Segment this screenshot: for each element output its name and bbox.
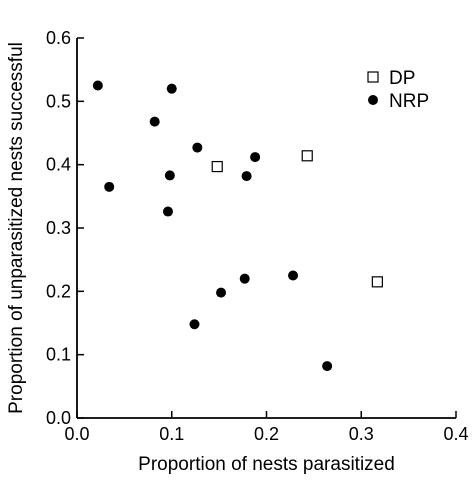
data-point-nrp [192, 142, 203, 153]
data-point-dp [211, 160, 223, 173]
data-point-nrp [216, 287, 227, 298]
legend-label-nrp: NRP [389, 91, 429, 112]
data-point-nrp [104, 181, 115, 192]
data-point-nrp [189, 319, 200, 330]
data-point-nrp [166, 83, 177, 94]
data-point-nrp [162, 206, 173, 217]
legend-marker-dp [367, 71, 379, 83]
data-point-nrp [322, 361, 333, 372]
data-point-nrp [92, 80, 103, 91]
x-tick-label: 0.4 [443, 424, 468, 444]
data-point-nrp [149, 116, 160, 127]
y-tick-label: 0.5 [46, 91, 71, 111]
x-tick-label: 0.2 [254, 424, 279, 444]
y-tick-label: 0.1 [46, 345, 71, 365]
data-point-nrp [250, 152, 261, 163]
y-tick-label: 0.2 [46, 281, 71, 301]
y-tick-label: 0.4 [46, 155, 71, 175]
x-axis-title: Proportion of nests parasitized [138, 454, 395, 475]
y-tick-label: 0.3 [46, 218, 71, 238]
data-point-nrp [241, 171, 252, 182]
ticks: 0.0 0.1 0.2 0.3 0.4 0.0 0.1 0.2 0.3 0.4 0.5 0.6 [46, 28, 469, 444]
x-tick-label: 0.0 [64, 424, 89, 444]
legend-label-dp: DP [389, 68, 415, 89]
y-tick-label: 0.0 [46, 408, 71, 428]
data-point-nrp [239, 273, 250, 284]
x-tick-label: 0.1 [159, 424, 184, 444]
y-tick-label: 0.6 [46, 28, 71, 48]
data-point-dp [371, 276, 383, 288]
legend-marker-nrp [368, 95, 378, 105]
data-point-dp [301, 150, 313, 162]
data-points [92, 80, 383, 372]
y-axis-title: Proportion of unparasitized nests succes… [6, 42, 27, 414]
data-point-nrp [288, 270, 299, 281]
x-tick-label: 0.3 [349, 424, 374, 444]
data-point-nrp [164, 170, 175, 181]
